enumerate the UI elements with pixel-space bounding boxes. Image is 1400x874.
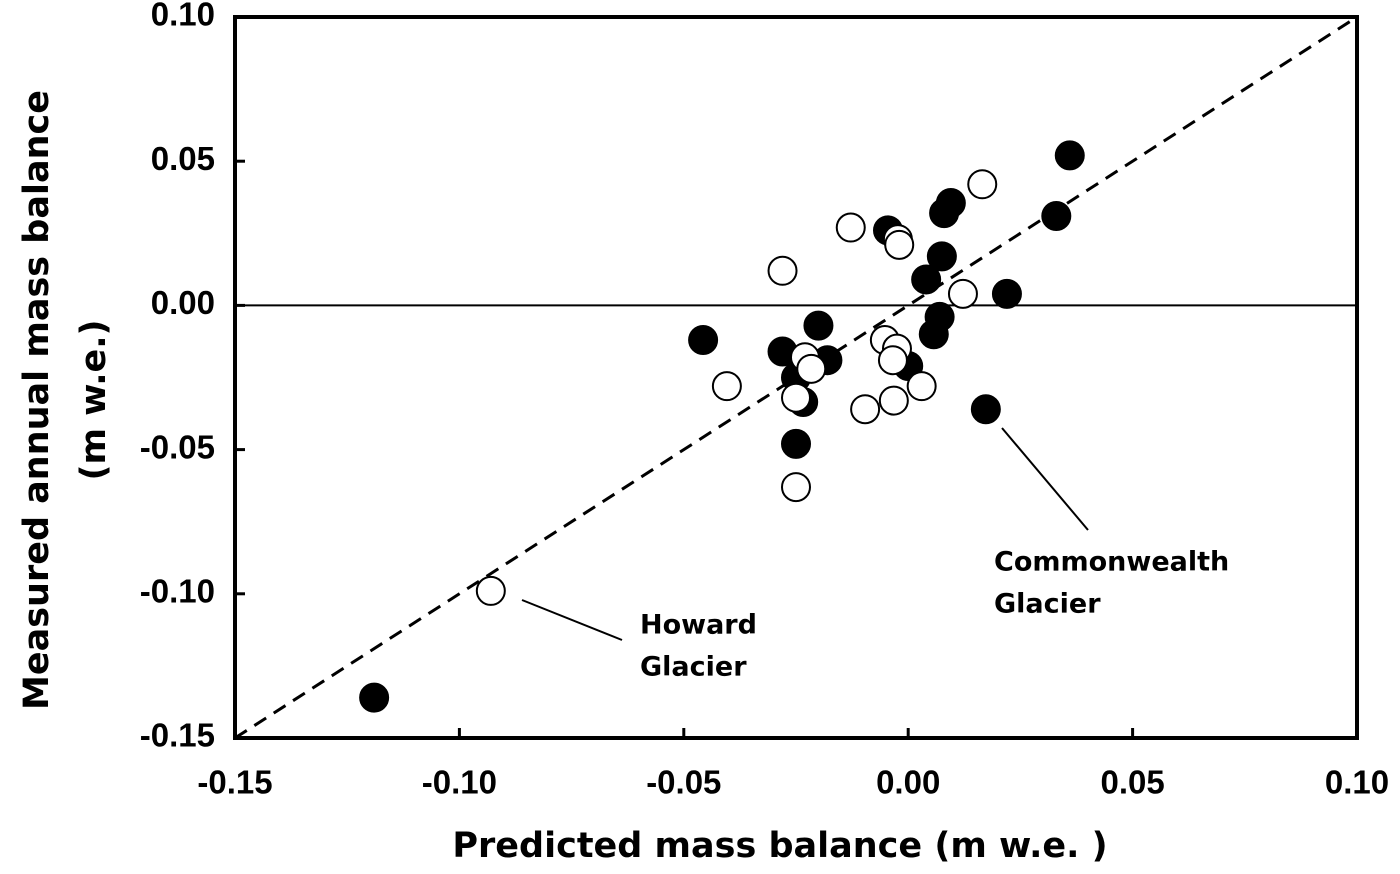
annotation-leader bbox=[521, 599, 623, 641]
annotation: Howard bbox=[640, 610, 757, 641]
data-point bbox=[796, 353, 827, 384]
data-point bbox=[884, 229, 915, 260]
data-point bbox=[911, 264, 942, 295]
data-point bbox=[711, 371, 742, 402]
identity-line bbox=[234, 15, 1358, 740]
plot-frame bbox=[233, 15, 1359, 740]
y-tick-label: -0.05 bbox=[140, 428, 215, 465]
data-point bbox=[781, 428, 811, 459]
data-point bbox=[767, 255, 798, 286]
x-tick-label: -0.15 bbox=[197, 764, 272, 801]
annotation: Glacier bbox=[640, 652, 747, 683]
x-axis-label: Predicted mass balance (m w.e. ) bbox=[452, 826, 1107, 866]
x-tick-label: -0.05 bbox=[646, 764, 721, 801]
data-point bbox=[475, 575, 506, 606]
y-tick-label: 0.05 bbox=[151, 140, 215, 177]
y-tick-label: 0.00 bbox=[151, 284, 215, 321]
x-tick-label: 0.05 bbox=[1100, 764, 1164, 801]
data-point bbox=[359, 682, 390, 713]
data-point bbox=[850, 394, 881, 425]
data-point bbox=[970, 394, 1001, 425]
x-tick-label: -0.10 bbox=[422, 764, 497, 801]
y-tick-label: -0.15 bbox=[140, 717, 215, 754]
data-point bbox=[781, 382, 811, 413]
annotation: Commonwealth bbox=[994, 547, 1229, 578]
data-point bbox=[835, 212, 866, 243]
x-tick-label: 0.00 bbox=[876, 764, 940, 801]
x-tick-label: 0.10 bbox=[1325, 764, 1389, 801]
annotation-leader bbox=[1001, 427, 1089, 531]
data-point bbox=[926, 241, 957, 272]
data-point bbox=[878, 385, 909, 416]
data-point bbox=[967, 169, 998, 200]
data-point bbox=[1054, 140, 1085, 171]
y-axis-label: Measured annual mass balance bbox=[17, 90, 57, 710]
data-point bbox=[803, 310, 834, 341]
y-tick-label: -0.10 bbox=[140, 573, 215, 610]
data-point bbox=[929, 198, 960, 229]
y-tick-label: 0.10 bbox=[151, 0, 215, 33]
data-point bbox=[877, 345, 908, 376]
data-point bbox=[781, 472, 811, 503]
data-point bbox=[947, 278, 978, 309]
data-point bbox=[991, 278, 1022, 309]
annotation: Glacier bbox=[994, 589, 1101, 620]
data-point bbox=[688, 325, 719, 356]
data-point bbox=[906, 371, 937, 402]
data-point bbox=[1041, 200, 1072, 231]
y-axis-label: (m w.e.) bbox=[74, 319, 114, 480]
data-point bbox=[918, 319, 949, 350]
